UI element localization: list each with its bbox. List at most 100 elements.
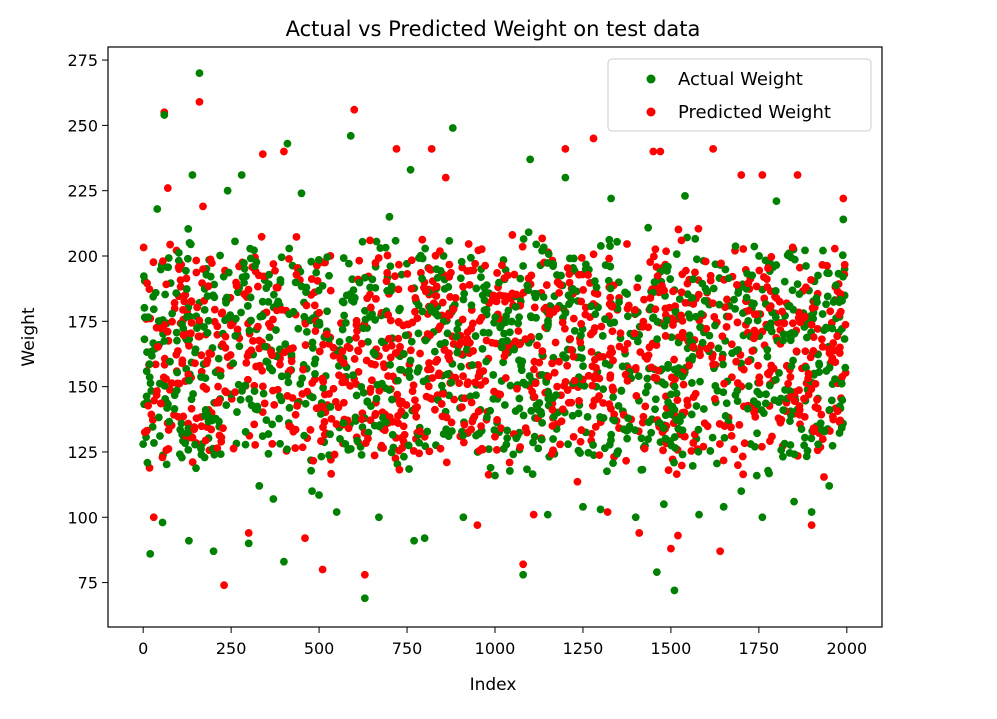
point-actual xyxy=(800,433,809,442)
point-predicted xyxy=(332,420,341,428)
point-actual xyxy=(466,253,475,262)
point-actual xyxy=(599,385,608,394)
point-actual xyxy=(448,124,457,132)
point-actual xyxy=(339,419,348,427)
point-actual xyxy=(231,314,240,323)
point-predicted xyxy=(677,461,686,470)
point-predicted xyxy=(623,304,632,313)
point-predicted xyxy=(318,565,327,574)
point-actual xyxy=(289,307,298,316)
point-actual xyxy=(779,406,788,414)
point-actual xyxy=(209,547,218,556)
point-actual xyxy=(318,282,327,290)
point-actual xyxy=(283,445,291,454)
point-actual xyxy=(677,412,685,420)
point-predicted xyxy=(505,458,514,467)
point-actual xyxy=(241,381,250,390)
point-predicted xyxy=(391,349,400,357)
point-predicted xyxy=(597,322,606,331)
point-predicted xyxy=(720,379,729,388)
point-actual xyxy=(182,285,191,293)
x-tick-label: 1000 xyxy=(475,639,516,658)
point-predicted xyxy=(394,419,403,427)
point-actual xyxy=(715,300,724,309)
point-actual xyxy=(393,376,402,385)
point-predicted xyxy=(703,344,711,353)
point-actual xyxy=(326,430,334,439)
point-predicted xyxy=(488,295,497,303)
point-predicted xyxy=(718,332,727,341)
point-predicted xyxy=(616,329,625,338)
point-actual xyxy=(346,131,355,140)
point-actual xyxy=(765,469,773,478)
point-actual xyxy=(158,518,167,527)
point-predicted xyxy=(431,405,439,414)
point-predicted xyxy=(555,289,563,297)
point-predicted xyxy=(678,333,687,342)
point-predicted xyxy=(292,270,301,279)
point-actual xyxy=(734,289,743,297)
point-actual xyxy=(185,376,193,385)
point-actual xyxy=(405,465,413,473)
point-predicted xyxy=(302,301,311,310)
point-predicted xyxy=(186,329,195,338)
point-predicted xyxy=(556,440,565,449)
point-predicted xyxy=(555,357,563,366)
point-predicted xyxy=(733,461,742,470)
point-actual xyxy=(484,445,493,453)
point-actual xyxy=(420,534,429,543)
point-actual xyxy=(245,395,254,403)
point-actual xyxy=(444,283,453,291)
point-predicted xyxy=(206,255,215,264)
point-predicted xyxy=(672,470,681,479)
point-predicted xyxy=(204,282,213,291)
point-predicted xyxy=(623,240,631,248)
point-predicted xyxy=(584,371,593,380)
point-actual xyxy=(605,440,614,449)
point-actual xyxy=(276,439,284,448)
point-actual xyxy=(763,352,772,361)
point-predicted xyxy=(433,355,442,364)
point-predicted xyxy=(481,261,490,270)
point-actual xyxy=(670,586,679,595)
point-actual xyxy=(315,491,323,499)
point-actual xyxy=(262,284,271,292)
point-actual xyxy=(688,352,697,361)
point-predicted xyxy=(605,254,614,263)
point-predicted xyxy=(218,308,227,317)
point-actual xyxy=(785,301,794,310)
point-predicted xyxy=(720,422,729,430)
point-predicted xyxy=(467,425,476,434)
point-actual xyxy=(819,246,827,255)
point-predicted xyxy=(338,347,347,356)
point-predicted xyxy=(424,382,433,391)
x-tick-label: 250 xyxy=(216,639,247,658)
point-actual xyxy=(308,344,317,352)
point-actual xyxy=(755,252,763,260)
point-actual xyxy=(345,335,354,344)
point-actual xyxy=(797,425,806,433)
point-predicted xyxy=(651,245,660,254)
point-actual xyxy=(622,426,631,435)
point-actual xyxy=(570,326,579,335)
point-predicted xyxy=(710,394,719,403)
point-actual xyxy=(523,465,531,474)
point-actual xyxy=(462,345,471,354)
point-predicted xyxy=(394,317,403,326)
point-actual xyxy=(283,139,292,148)
point-predicted xyxy=(708,299,717,308)
point-predicted xyxy=(182,274,191,283)
point-actual xyxy=(471,332,480,340)
point-predicted xyxy=(809,347,818,355)
point-actual xyxy=(800,441,809,450)
point-actual xyxy=(516,274,525,283)
point-predicted xyxy=(706,271,715,280)
point-actual xyxy=(234,380,243,389)
point-actual xyxy=(386,262,395,271)
point-actual xyxy=(694,425,703,434)
point-actual xyxy=(154,413,163,422)
point-actual xyxy=(361,306,369,315)
point-predicted xyxy=(558,405,567,414)
point-predicted xyxy=(188,458,197,467)
point-actual xyxy=(274,297,283,306)
